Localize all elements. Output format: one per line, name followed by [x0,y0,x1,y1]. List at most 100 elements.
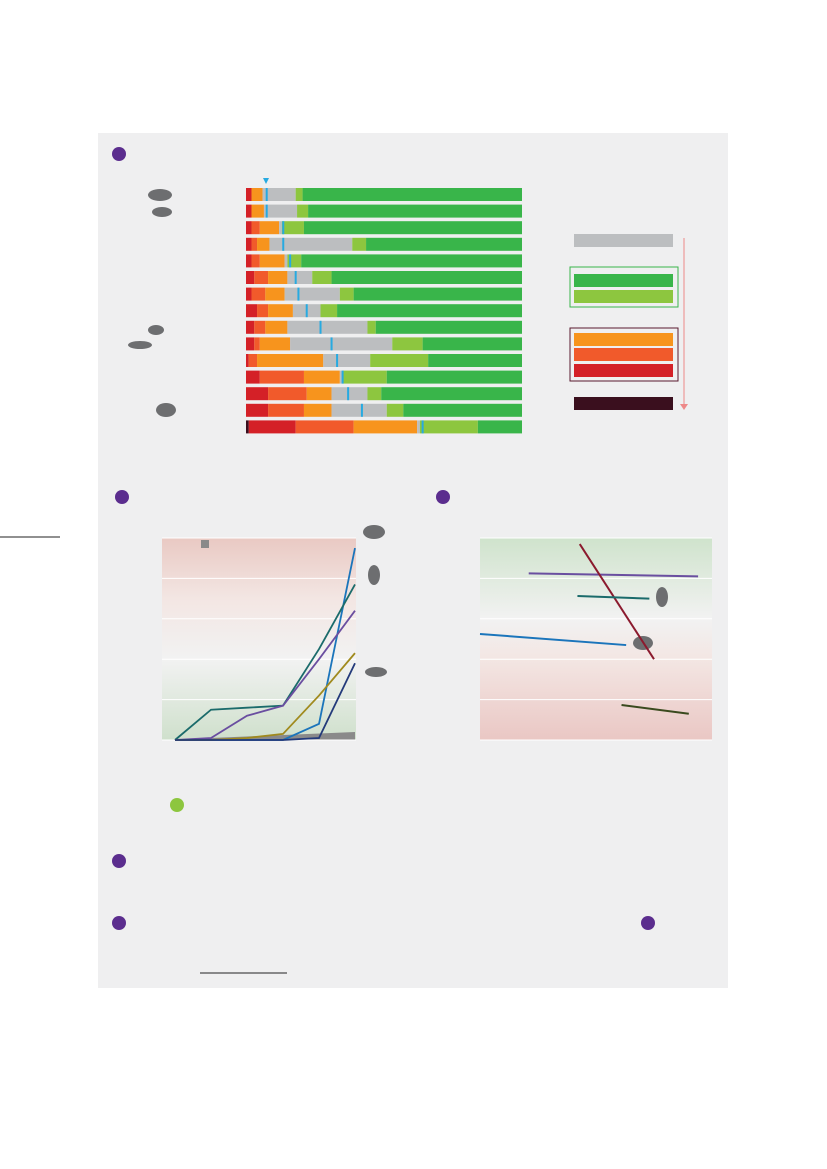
marker [112,916,126,930]
bar-segment [263,204,298,218]
bar-segment [265,320,288,334]
bar-segment [281,221,304,235]
bar-segment [422,337,522,351]
bar-segment [279,221,282,235]
bar-segment [366,237,522,251]
bar-segment [246,420,249,434]
bar-segment [251,254,260,268]
bar-segment [246,287,252,301]
bar-segment [251,204,264,218]
bar-segment [352,237,367,251]
line [577,594,650,600]
bar-segment [302,188,522,201]
bar-segment [268,387,307,401]
bar-segment [381,387,522,401]
marker [115,490,129,504]
bar-segment [246,221,252,235]
bar-segment [303,221,522,235]
bar-segment [386,370,522,384]
bar-segment [308,204,522,218]
bar-segment [297,204,309,218]
marker [436,490,450,504]
arrow-head [680,404,688,410]
bar-segment [306,387,332,401]
line [479,632,627,647]
bar-segment [375,320,522,334]
bar-segment [331,387,368,401]
bar-segment [367,387,382,401]
bar-segment [259,221,280,235]
bar-segment [295,420,354,434]
icon [156,403,176,417]
bar-segment [342,370,387,384]
legend-swatch [574,274,673,287]
bar-segment [312,271,332,284]
bar-segment [259,370,304,384]
bar-segment [331,403,387,417]
bar-segment [246,237,252,251]
bar-segment [259,337,291,351]
marker [112,147,126,161]
bar-segment [246,304,258,318]
legend-swatch [574,364,673,377]
bar-segment [370,354,429,367]
icon [656,587,668,607]
legend-frame [569,266,679,308]
icon [363,525,385,539]
bar-segment [392,337,423,351]
bar-segment [248,354,258,367]
bar-segment [339,287,354,301]
bar-segment [246,370,260,384]
line [621,704,689,715]
bar-segment [353,420,418,434]
bar-segment [251,221,260,235]
line [175,662,356,741]
bar-segment [246,337,255,351]
bar-segment [331,271,522,284]
line [528,572,699,578]
legend-frame [569,327,679,382]
bar-segment [251,188,263,201]
bar-segment [268,271,288,284]
marker [112,854,126,868]
pointer [263,178,269,184]
bar-segment [257,304,269,318]
bar-segment [269,237,353,251]
bar-segment [268,403,304,417]
plot-bg [480,538,712,740]
bar-segment [257,354,324,367]
bar-segment [284,287,340,301]
bar-segment [251,287,266,301]
legend-swatch [574,397,673,410]
bar-segment [386,403,404,417]
bar-segment [246,254,252,268]
bar-segment [246,188,252,201]
line [578,543,655,660]
icon [148,325,164,335]
bar-segment [257,237,270,251]
bar-segment [246,271,255,284]
bar-segment [337,304,522,318]
bar-segment [367,320,376,334]
bar-segment [248,420,296,434]
icon [365,667,387,677]
bar-segment [246,403,269,417]
bar-segment [353,287,522,301]
line [174,610,356,741]
legend-dot [170,798,184,812]
bar-segment [428,354,522,367]
bar-segment [268,304,293,318]
bar-segment [303,403,332,417]
bar-segment [251,237,258,251]
bar-segment [262,188,296,201]
icon [128,341,152,349]
section-markers [112,147,655,930]
bar-segment [417,420,420,434]
legend-swatch [574,348,673,361]
bar-segment [254,271,269,284]
bar-segment [303,370,340,384]
bar-segment [419,420,478,434]
bar-segment [246,387,269,401]
